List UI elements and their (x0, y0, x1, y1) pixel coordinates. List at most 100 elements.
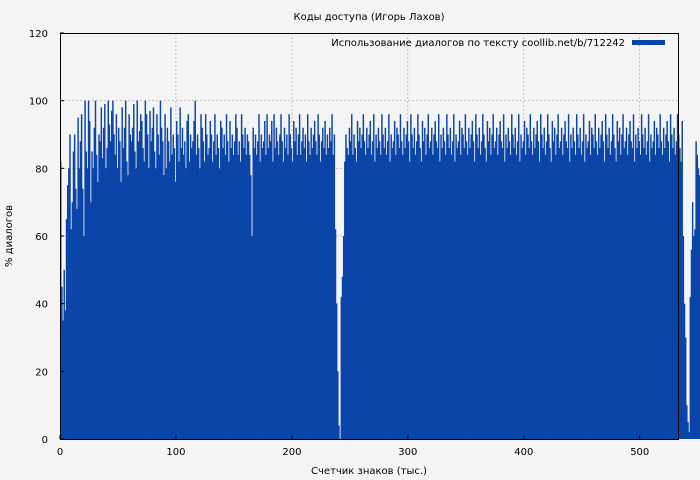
bar (313, 120, 316, 439)
bar (126, 161, 128, 440)
bar (439, 161, 441, 440)
bar (258, 114, 260, 439)
bar (338, 425, 340, 439)
bar (83, 236, 85, 439)
bar (247, 141, 250, 439)
bar (202, 141, 205, 439)
bar (594, 114, 596, 439)
x-tick-label: 400 (514, 447, 533, 458)
bar (617, 141, 620, 439)
bar (608, 127, 610, 439)
bar (316, 154, 318, 440)
bar (409, 161, 411, 440)
bar (548, 134, 550, 439)
bar (480, 141, 483, 439)
bar (591, 127, 593, 439)
bar (497, 154, 499, 440)
bar (360, 148, 362, 440)
bar (686, 405, 688, 439)
bar (429, 141, 432, 439)
bar (451, 141, 454, 439)
bar (411, 134, 413, 439)
bar (375, 134, 377, 439)
bar (100, 107, 103, 439)
bar (261, 148, 264, 440)
bar (644, 127, 646, 439)
bar (143, 161, 145, 440)
bar (620, 154, 622, 440)
bar (306, 114, 309, 439)
bar (291, 161, 294, 440)
bar (90, 202, 92, 439)
bar (66, 185, 69, 439)
bar (504, 161, 506, 440)
bar (109, 141, 112, 439)
bar (201, 127, 203, 439)
legend: Использование диалогов по тексту coollib… (331, 38, 665, 49)
bar (425, 154, 427, 440)
bar (436, 148, 439, 440)
bar (378, 141, 381, 439)
legend-label: Использование диалогов по тексту coollib… (331, 38, 625, 49)
bar (150, 141, 152, 439)
bar (297, 134, 300, 439)
bar (577, 134, 579, 439)
bar (426, 134, 428, 439)
bar (196, 134, 199, 439)
bar (396, 127, 398, 439)
bar (682, 236, 685, 439)
y-tick-label: 40 (35, 300, 48, 311)
bar (512, 134, 514, 439)
bar (333, 134, 336, 439)
bar (483, 134, 485, 439)
bar (206, 134, 208, 439)
bar (558, 148, 561, 440)
bar (693, 236, 695, 439)
bar (667, 141, 670, 439)
bar (377, 127, 380, 439)
bar (523, 120, 526, 439)
bar (468, 127, 470, 439)
bar (349, 141, 352, 439)
bar (104, 104, 106, 440)
bar (544, 154, 547, 440)
bar (509, 154, 512, 440)
bar (569, 161, 571, 440)
bar (687, 422, 689, 439)
bar (337, 371, 339, 439)
bar (672, 148, 674, 440)
bar (448, 148, 450, 440)
bar (386, 141, 389, 439)
x-tick-label: 500 (630, 447, 649, 458)
bar (128, 114, 130, 439)
bar (501, 148, 504, 440)
bar (136, 100, 138, 440)
bar (490, 154, 492, 440)
bar (315, 141, 317, 439)
bar (458, 120, 461, 439)
bar (281, 141, 283, 439)
bar (642, 134, 644, 439)
bar (384, 127, 387, 439)
bar (437, 114, 440, 439)
bar (613, 134, 615, 439)
bar (276, 141, 279, 439)
bar (609, 154, 612, 440)
bar (113, 134, 115, 439)
bar (623, 148, 625, 440)
bar (351, 114, 353, 439)
y-tick-label: 100 (29, 97, 48, 108)
bar (653, 120, 656, 439)
bar (148, 168, 150, 440)
bar (486, 120, 489, 439)
bar (273, 114, 275, 439)
bar (168, 161, 171, 440)
bar (65, 219, 68, 439)
bar (107, 100, 109, 440)
bar (195, 154, 198, 440)
bar (526, 127, 528, 439)
bar (302, 127, 304, 439)
bar (637, 127, 639, 439)
bar (138, 131, 141, 439)
bar (210, 134, 213, 439)
